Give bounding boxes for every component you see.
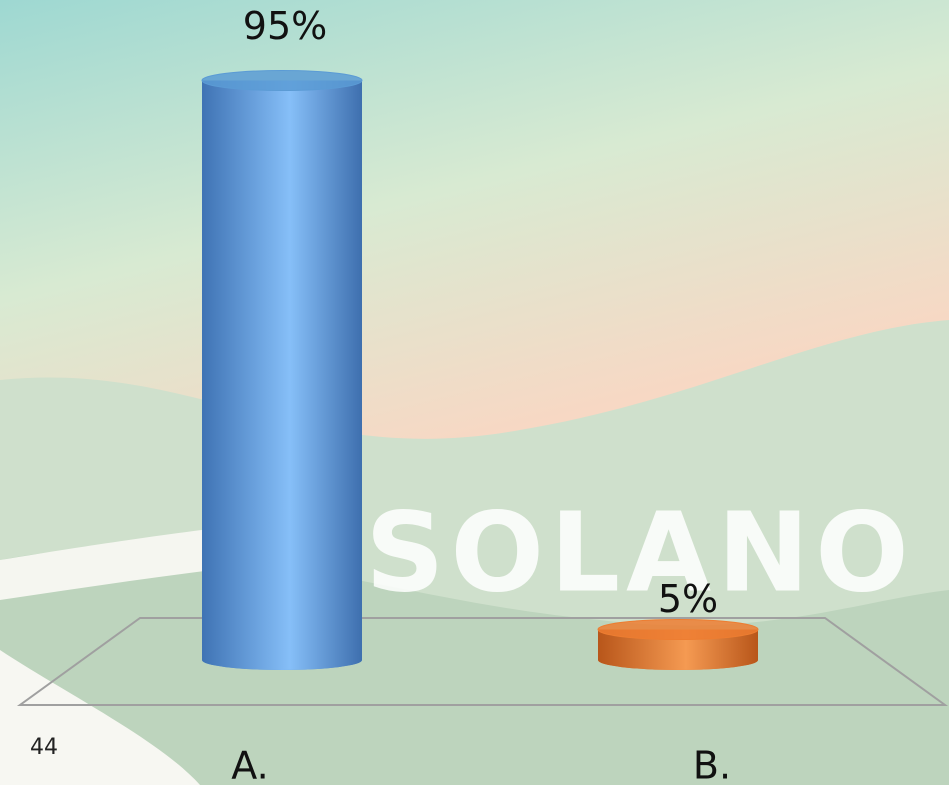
value-label: 95%	[243, 4, 327, 48]
x-tick-label: A.	[231, 744, 268, 785]
floor	[16, 617, 949, 706]
slide-number: 44	[30, 735, 58, 760]
bar-top	[201, 70, 363, 91]
bar	[597, 619, 759, 670]
bar	[201, 70, 363, 670]
bar-base-cap	[202, 650, 362, 670]
bar-body	[202, 80, 362, 660]
x-tick-label: B.	[693, 744, 731, 785]
background-logo: SOLANO	[365, 488, 915, 616]
bar-base-cap	[598, 650, 758, 670]
bar-top	[597, 619, 759, 640]
value-label: 5%	[658, 577, 718, 621]
